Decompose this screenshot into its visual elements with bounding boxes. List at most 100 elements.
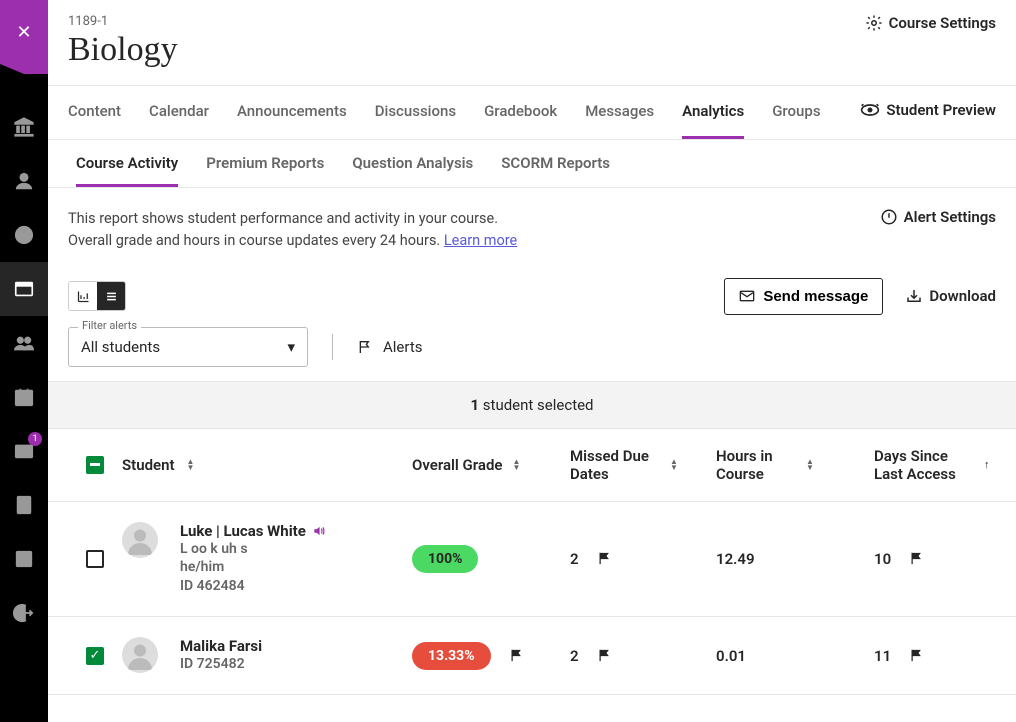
nav-activity-icon[interactable] xyxy=(0,208,48,262)
desc-line1: This report shows student performance an… xyxy=(68,208,517,230)
gear-icon xyxy=(865,14,883,32)
tab-announcements[interactable]: Announcements xyxy=(237,86,347,139)
subtab-course-activity[interactable]: Course Activity xyxy=(76,140,178,187)
send-message-button[interactable]: Send message xyxy=(724,278,883,315)
nav-tools-icon[interactable] xyxy=(0,532,48,586)
col-hours[interactable]: Hours in Course ▲▼ xyxy=(716,447,874,483)
sort-asc-icon: ↑ xyxy=(984,458,990,471)
nav-messages-icon[interactable]: 1 xyxy=(0,424,48,478)
close-panel-button[interactable]: ✕ xyxy=(0,0,48,64)
table-row: Luke | Lucas White L oo k uh she/himID 4… xyxy=(48,502,1016,618)
row-checkbox[interactable]: ✓ xyxy=(86,647,104,665)
download-button[interactable]: Download xyxy=(905,287,996,305)
course-settings-button[interactable]: Course Settings xyxy=(865,14,996,32)
view-toggle xyxy=(68,281,126,311)
student-pronouns: he/him xyxy=(180,558,326,577)
nav-signout-icon[interactable] xyxy=(0,586,48,640)
missed-value: 2 xyxy=(570,647,579,665)
flag-icon xyxy=(357,339,373,355)
main-panel: 1189-1 Biology Course Settings Content C… xyxy=(48,0,1016,722)
flag-icon xyxy=(909,648,924,663)
col-days-label: Days Since Last Access xyxy=(874,447,974,483)
tab-discussions[interactable]: Discussions xyxy=(375,86,456,139)
student-pronunciation: L oo k uh s xyxy=(180,540,326,559)
preview-icon xyxy=(860,100,880,120)
days-value: 11 xyxy=(874,647,891,665)
nav-groups-icon[interactable] xyxy=(0,316,48,370)
course-header: 1189-1 Biology Course Settings xyxy=(48,0,1016,86)
nav-calendar-icon[interactable] xyxy=(0,370,48,424)
col-days[interactable]: Days Since Last Access ↑ xyxy=(874,447,996,483)
subtab-premium-reports[interactable]: Premium Reports xyxy=(206,140,324,187)
selection-banner: 1 student selected xyxy=(48,381,1016,429)
col-student-label: Student xyxy=(122,456,175,474)
flag-icon xyxy=(509,648,524,663)
student-id: ID 462484 xyxy=(180,577,326,596)
sort-icon: ▲▼ xyxy=(806,459,814,471)
separator xyxy=(332,334,333,360)
student-preview-label: Student Preview xyxy=(886,101,996,119)
col-student[interactable]: Student ▲▼ xyxy=(122,456,412,474)
flag-icon xyxy=(597,648,612,663)
alerts-label: Alerts xyxy=(383,338,423,356)
selection-suffix: student selected xyxy=(479,396,593,414)
course-title: Biology xyxy=(68,31,996,69)
report-description: This report shows student performance an… xyxy=(68,208,517,252)
tab-groups[interactable]: Groups xyxy=(772,86,820,139)
course-settings-label: Course Settings xyxy=(889,14,996,32)
select-all-checkbox[interactable] xyxy=(86,456,104,474)
tab-messages[interactable]: Messages xyxy=(585,86,654,139)
hours-value: 12.49 xyxy=(716,550,755,568)
sort-icon: ▲▼ xyxy=(187,459,195,471)
nav-institution-icon[interactable] xyxy=(0,100,48,154)
view-list-button[interactable] xyxy=(97,282,125,310)
col-missed-label: Missed Due Dates xyxy=(570,447,660,483)
alerts-button[interactable]: Alerts xyxy=(357,338,423,356)
list-icon xyxy=(104,289,119,304)
col-grade-label: Overall Grade xyxy=(412,456,503,474)
chart-icon xyxy=(76,289,91,304)
avatar xyxy=(122,637,158,673)
nav-profile-icon[interactable] xyxy=(0,154,48,208)
student-preview-button[interactable]: Student Preview xyxy=(860,100,996,120)
learn-more-link[interactable]: Learn more xyxy=(444,232,517,249)
secondary-tabs: Course Activity Premium Reports Question… xyxy=(48,140,1016,188)
nav-grades-icon[interactable] xyxy=(0,478,48,532)
alert-settings-label: Alert Settings xyxy=(904,208,996,226)
nav-courses-icon[interactable] xyxy=(0,262,48,316)
send-message-label: Send message xyxy=(763,288,868,305)
left-nav-rail: ✕ 1 xyxy=(0,0,48,722)
desc-line2: Overall grade and hours in course update… xyxy=(68,232,444,249)
download-label: Download xyxy=(929,287,996,305)
tab-gradebook[interactable]: Gradebook xyxy=(484,86,557,139)
col-hours-label: Hours in Course xyxy=(716,447,796,483)
primary-tabs: Content Calendar Announcements Discussio… xyxy=(48,86,1016,140)
filter-alerts-select[interactable]: All students ▾ xyxy=(68,327,308,367)
table-row: ✓Malika FarsiID 72548213.33%20.0111 xyxy=(48,617,1016,695)
flag-icon xyxy=(909,551,924,566)
tab-analytics[interactable]: Analytics xyxy=(682,86,744,139)
download-icon xyxy=(905,287,923,305)
view-chart-button[interactable] xyxy=(69,282,97,310)
avatar xyxy=(122,522,158,558)
flag-icon xyxy=(597,551,612,566)
subtab-question-analysis[interactable]: Question Analysis xyxy=(352,140,473,187)
student-name[interactable]: Luke | Lucas White xyxy=(180,522,326,540)
row-checkbox[interactable] xyxy=(86,550,104,568)
alert-settings-button[interactable]: Alert Settings xyxy=(880,208,996,226)
table-header: Student ▲▼ Overall Grade ▲▼ Missed Due D… xyxy=(48,429,1016,502)
tab-content[interactable]: Content xyxy=(68,86,121,139)
subtab-scorm-reports[interactable]: SCORM Reports xyxy=(501,140,610,187)
student-name[interactable]: Malika Farsi xyxy=(180,637,262,655)
filter-value: All students xyxy=(81,338,160,356)
col-grade[interactable]: Overall Grade ▲▼ xyxy=(412,456,570,474)
messages-badge: 1 xyxy=(28,432,42,446)
tab-calendar[interactable]: Calendar xyxy=(149,86,209,139)
hours-value: 0.01 xyxy=(716,647,746,665)
alert-icon xyxy=(880,208,898,226)
sort-icon: ▲▼ xyxy=(670,459,678,471)
selection-count: 1 xyxy=(470,396,479,414)
pronunciation-icon xyxy=(312,524,326,538)
student-id: ID 725482 xyxy=(180,655,262,674)
col-missed[interactable]: Missed Due Dates ▲▼ xyxy=(570,447,716,483)
